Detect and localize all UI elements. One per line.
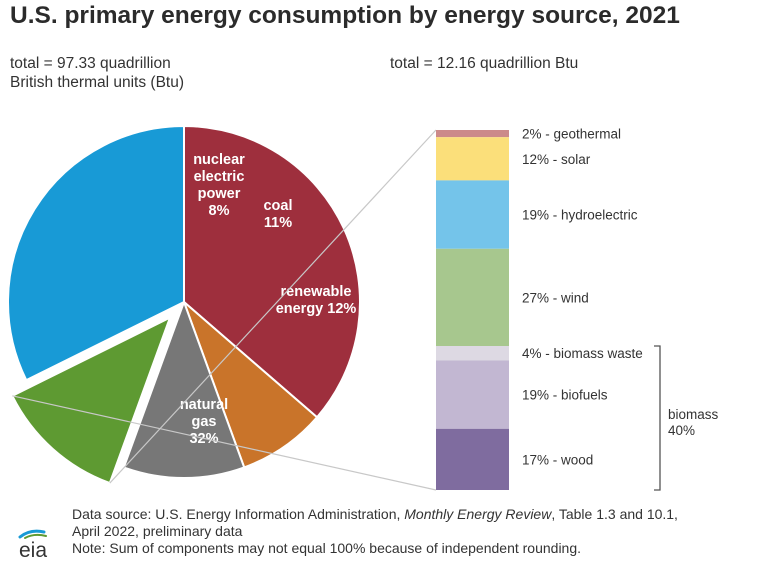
- pie-label-renewable: renewable energy 12%: [276, 284, 357, 317]
- bar-segment-geothermal: [436, 130, 509, 138]
- bar-label-wood: 17% - wood: [522, 452, 593, 467]
- pie-slice-nuclear: [181, 298, 319, 469]
- bar-segment-biomass-waste: [436, 346, 509, 361]
- pie-slice-renewable: [10, 315, 172, 485]
- pie-total-line1: total = 97.33 quadrillion: [10, 55, 171, 72]
- biomass-group-label: biomass 40%: [668, 407, 719, 438]
- energy-chart: petroleum36%nuclearelectricpower8%coal11…: [7, 124, 719, 491]
- biomass-bracket: [654, 345, 661, 491]
- bar-label-biofuels: 19% - biofuels: [522, 388, 608, 403]
- bar-segment-biofuels: [436, 360, 509, 429]
- bar-segment-solar: [436, 137, 509, 181]
- pie-label-nuclear: nuclear electric power 8%: [193, 152, 245, 219]
- pie-slice-natural-gas: [7, 124, 185, 382]
- footer-source-title: Monthly Energy Review: [404, 506, 552, 522]
- bar-segment-wood: [436, 428, 509, 490]
- footer-note-line: Note: Sum of components may not equal 10…: [72, 540, 582, 556]
- pie-total-line2: British thermal units (Btu): [10, 74, 184, 91]
- bar-label-hydroelectric: 19% - hydroelectric: [522, 208, 638, 223]
- pie-total-label: total = 97.33 quadrillion British therma…: [10, 54, 184, 92]
- stacked-bar-chart: 2% - geothermal 12% - solar 19% - hydroele…: [436, 127, 719, 491]
- bar-label-solar: 12% - solar: [522, 152, 591, 167]
- svg-text:eia: eia: [19, 539, 47, 560]
- footer-source-post: , Table 1.3 and 10.1,: [551, 506, 678, 522]
- bar-segment-wind: [436, 248, 509, 346]
- connector-lines: [12, 129, 437, 491]
- bar-label-geothermal: 2% - geothermal: [522, 127, 621, 142]
- chart-title: U.S. primary energy consumption by energ…: [10, 2, 680, 29]
- footer-source-line: Data source: U.S. Energy Information Adm…: [72, 506, 762, 523]
- connector-line-bottom: [12, 395, 437, 491]
- pie-slice-coal: [122, 299, 246, 479]
- footer-date-line: April 2022, preliminary data: [72, 523, 243, 539]
- connector-line-top: [109, 129, 437, 484]
- bar-label-biomass-waste: 4% - biomass waste: [522, 346, 643, 361]
- bar-label-wind: 27% - wind: [522, 290, 589, 305]
- footer-notes: Data source: U.S. Energy Information Adm…: [72, 506, 762, 557]
- footer-source-pre: Data source: U.S. Energy Information Adm…: [72, 506, 405, 522]
- pie-label-coal: coal 11%: [263, 198, 292, 231]
- pie-chart: petroleum36%nuclearelectricpower8%coal11…: [7, 124, 361, 485]
- eia-logo: eia: [18, 529, 47, 560]
- bar-segment-hydroelectric: [436, 180, 509, 249]
- bar-total-label: total = 12.16 quadrillion Btu: [390, 55, 579, 72]
